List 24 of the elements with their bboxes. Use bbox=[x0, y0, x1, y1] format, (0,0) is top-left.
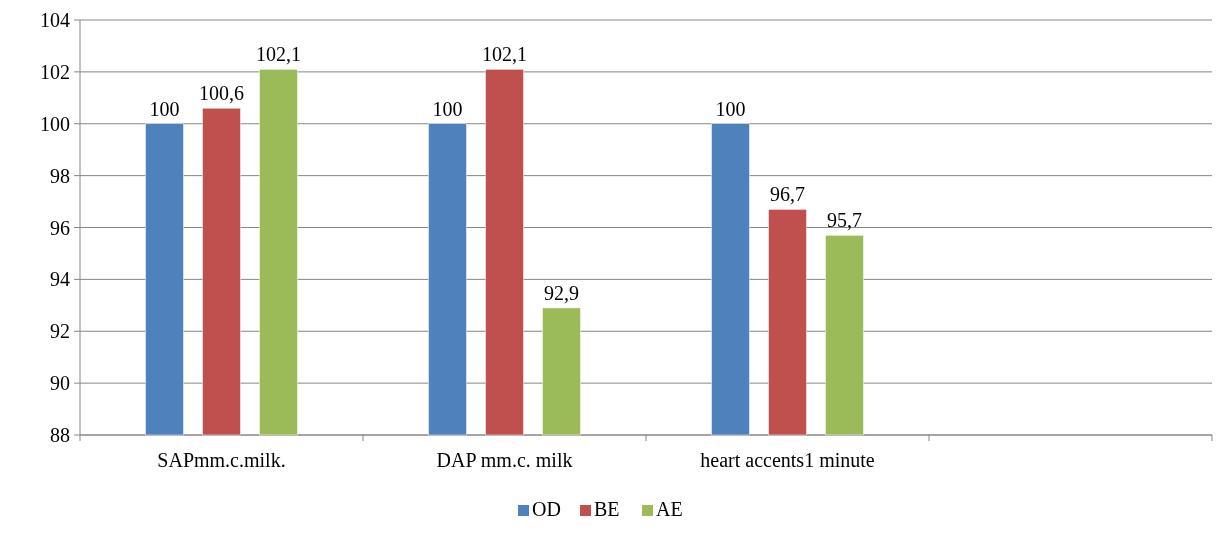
data-label: 102,1 bbox=[256, 43, 301, 66]
y-tick-label: 104 bbox=[40, 9, 70, 31]
data-label: 95,7 bbox=[827, 209, 862, 232]
data-label: 102,1 bbox=[482, 43, 527, 66]
y-tick-label: 94 bbox=[50, 268, 70, 291]
x-tick-label: SAPmm.c.milk. bbox=[157, 449, 286, 471]
y-tick-label: 100 bbox=[40, 112, 70, 135]
data-label: 100,6 bbox=[199, 82, 244, 105]
y-tick-label: 88 bbox=[50, 424, 70, 446]
y-tick-label: 92 bbox=[50, 320, 70, 343]
data-label: 92,9 bbox=[544, 281, 579, 304]
y-tick-label: 90 bbox=[50, 372, 70, 395]
data-label: 100 bbox=[149, 97, 180, 120]
x-tick-label: DAP mm.c. milk bbox=[436, 449, 573, 471]
legend-label: OD bbox=[532, 498, 561, 520]
data-label: 100 bbox=[715, 97, 746, 120]
legend-label: BE bbox=[594, 498, 620, 520]
y-tick-label: 98 bbox=[50, 164, 70, 187]
y-tick-label: 102 bbox=[40, 60, 70, 83]
x-tick-label: heart accents1 minute bbox=[700, 449, 875, 471]
y-tick-label: 96 bbox=[50, 216, 70, 239]
data-label: 96,7 bbox=[770, 183, 805, 206]
legend-label: AE bbox=[656, 498, 683, 520]
data-label: 100 bbox=[432, 97, 463, 120]
